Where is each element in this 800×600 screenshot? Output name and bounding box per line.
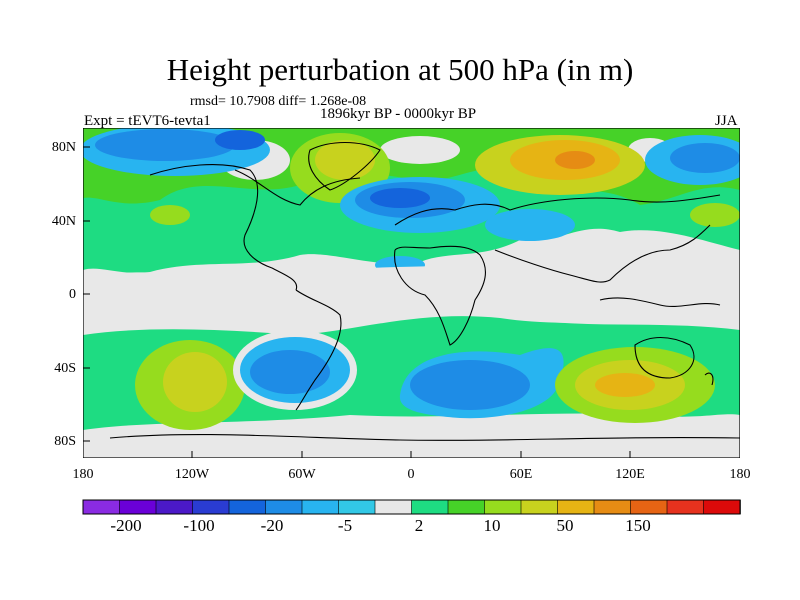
lon-label: 180 — [72, 467, 94, 482]
colorbar-swatch — [265, 499, 303, 515]
negative-anomaly — [250, 350, 330, 394]
colorbar-swatch — [484, 499, 522, 515]
positive-anomaly — [315, 140, 375, 180]
colorbar-swatch — [374, 499, 413, 515]
colorbar-swatch — [155, 499, 194, 515]
colorbar-swatch — [192, 499, 230, 515]
negative-anomaly — [485, 209, 575, 241]
rmsd-stats: rmsd= 10.7908 diff= 1.268e-08 — [190, 94, 367, 109]
map-title: Height perturbation at 500 hPa (in m) — [166, 52, 634, 87]
lat-label: 40S — [54, 361, 76, 376]
colorbar-label: -5 — [337, 516, 353, 535]
lon-label: 120E — [615, 467, 645, 482]
colorbar-label: 150 — [625, 516, 651, 535]
negative-anomaly — [95, 129, 235, 161]
colorbar-frame — [82, 499, 741, 515]
negative-anomaly — [410, 360, 530, 410]
lon-label: 60W — [288, 467, 316, 482]
neutral-region — [83, 413, 740, 458]
colorbar-swatch — [557, 499, 595, 515]
lat-label: 80S — [54, 434, 76, 449]
positive-anomaly — [690, 203, 740, 227]
colorbar-swatch — [411, 499, 449, 515]
colorbar-swatch — [338, 499, 376, 515]
positive-anomaly — [555, 151, 595, 169]
colorbar-swatch — [630, 499, 668, 515]
season-label: JJA — [715, 113, 738, 129]
colorbar-swatch — [82, 499, 121, 515]
positive-anomaly — [595, 373, 655, 397]
positive-anomaly — [150, 205, 190, 225]
colorbar-swatch — [228, 499, 267, 515]
neutral-region — [380, 136, 460, 164]
lat-label: 80N — [51, 140, 76, 155]
experiment-label: Expt = tEVT6-tevta1 — [84, 113, 211, 129]
colorbar-label: -20 — [260, 516, 284, 535]
colorbar — [82, 499, 741, 515]
lat-label: 40N — [51, 214, 76, 229]
negative-anomaly — [215, 130, 265, 150]
lat-label: 0 — [69, 287, 76, 302]
neutral-region — [83, 261, 740, 334]
colorbar-swatch — [593, 499, 632, 515]
colorbar-label: -200 — [110, 516, 142, 535]
colorbar-swatch — [703, 499, 741, 515]
colorbar-label: 10 — [483, 516, 501, 535]
time-period: 1896kyr BP - 0000kyr BP — [320, 106, 477, 122]
lon-label: 180 — [729, 467, 751, 482]
colorbar-swatch — [119, 499, 157, 515]
coastlines — [109, 142, 740, 441]
negative-anomaly — [370, 188, 430, 208]
colorbar-swatch — [447, 499, 486, 515]
colorbar-swatch — [520, 499, 559, 515]
axis-ticks — [83, 146, 631, 458]
negative-anomaly — [670, 143, 740, 173]
colorbar-swatch — [301, 499, 340, 515]
lon-label: 60E — [509, 467, 533, 482]
lon-label: 0 — [407, 467, 415, 482]
lon-label: 120W — [174, 467, 210, 482]
contour-field — [83, 128, 740, 458]
colorbar-label: 50 — [556, 516, 574, 535]
colorbar-label: 2 — [414, 516, 424, 535]
colorbar-label: -100 — [183, 516, 215, 535]
colorbar-swatch — [666, 499, 705, 515]
positive-anomaly — [163, 352, 227, 412]
